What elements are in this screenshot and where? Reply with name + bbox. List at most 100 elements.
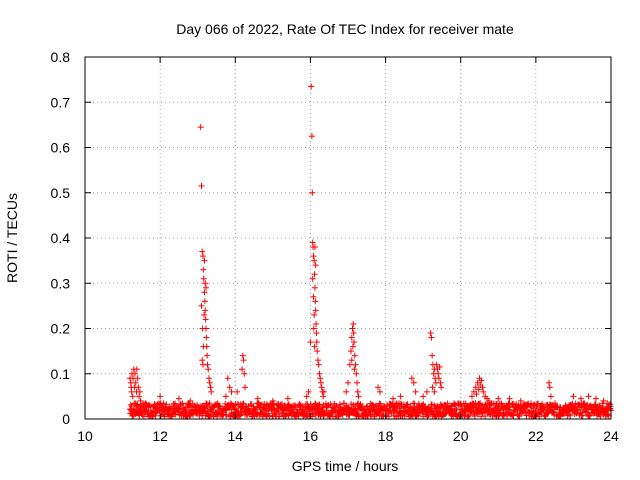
data-point — [136, 388, 143, 395]
x-tick-label: 10 — [77, 428, 93, 444]
y-axis-label: ROTI / TECUs — [4, 193, 20, 283]
data-point — [200, 275, 207, 282]
data-point — [134, 375, 141, 382]
data-points — [127, 83, 614, 420]
data-point — [311, 257, 318, 264]
data-point — [202, 284, 209, 291]
data-point — [420, 393, 427, 400]
data-point — [179, 400, 186, 407]
x-tick-label: 12 — [152, 428, 168, 444]
data-point — [353, 370, 360, 377]
data-point — [351, 366, 358, 373]
data-point — [202, 307, 209, 314]
data-point — [226, 384, 233, 391]
data-point — [345, 379, 351, 386]
data-point — [584, 401, 591, 408]
data-point — [315, 361, 322, 368]
data-point — [202, 280, 209, 287]
data-point — [175, 395, 182, 402]
data-point — [197, 124, 204, 131]
data-point — [376, 388, 383, 395]
data-point — [585, 393, 592, 400]
data-point — [240, 357, 247, 364]
data-point — [485, 397, 492, 404]
data-point — [312, 298, 319, 305]
data-point — [474, 411, 481, 418]
data-point — [531, 412, 538, 419]
data-point — [207, 384, 214, 391]
data-point — [313, 339, 320, 346]
data-point — [570, 393, 577, 400]
data-point — [129, 393, 136, 400]
data-point — [200, 266, 207, 273]
data-point — [310, 253, 317, 260]
y-tick-label: 0.6 — [51, 140, 71, 156]
data-point — [472, 384, 479, 391]
data-point — [317, 375, 324, 382]
data-point — [312, 307, 319, 314]
data-point — [157, 393, 164, 400]
x-axis-label: GPS time / hours — [292, 458, 399, 474]
data-point — [468, 393, 475, 400]
data-point — [354, 379, 361, 386]
data-point — [203, 334, 210, 341]
data-point — [308, 83, 315, 90]
x-tick-label: 18 — [378, 428, 394, 444]
data-point — [309, 275, 316, 282]
data-point — [269, 397, 276, 404]
data-point — [375, 384, 382, 391]
data-point — [201, 298, 208, 305]
data-point — [437, 379, 444, 386]
data-point — [320, 388, 327, 395]
data-point — [136, 393, 143, 400]
data-point — [428, 334, 435, 341]
data-point — [326, 410, 333, 417]
data-point — [397, 393, 404, 400]
data-point — [348, 357, 355, 364]
y-tick-label: 0.3 — [51, 275, 71, 291]
y-tick-label: 0.4 — [51, 230, 71, 246]
data-point — [223, 412, 230, 419]
data-point — [567, 412, 574, 419]
data-point — [172, 400, 179, 407]
data-point — [303, 393, 310, 400]
data-point — [308, 133, 315, 140]
data-point — [311, 343, 318, 350]
data-point — [311, 284, 318, 291]
data-point — [199, 253, 206, 260]
data-point — [350, 330, 357, 337]
data-point — [242, 384, 249, 391]
data-point — [506, 395, 513, 402]
data-point — [478, 377, 485, 384]
x-tick-label: 14 — [227, 428, 243, 444]
data-point — [200, 343, 207, 350]
data-point — [320, 401, 327, 408]
data-point — [367, 412, 374, 419]
data-point — [546, 379, 553, 386]
data-point — [216, 403, 223, 410]
data-point — [324, 403, 331, 410]
data-point — [214, 410, 221, 417]
data-point — [352, 361, 359, 368]
data-point — [475, 386, 482, 393]
data-point — [557, 404, 564, 411]
data-point — [352, 406, 359, 413]
data-point — [228, 388, 235, 395]
data-point — [312, 262, 319, 269]
data-point — [600, 397, 607, 404]
data-point — [571, 404, 578, 411]
data-point — [546, 384, 553, 391]
data-point — [433, 361, 440, 368]
data-point — [187, 397, 194, 404]
data-point — [205, 366, 212, 373]
data-point — [147, 402, 154, 409]
y-tick-label: 0.2 — [51, 321, 71, 337]
data-point — [254, 395, 261, 402]
data-point — [201, 289, 208, 296]
data-point — [495, 395, 502, 402]
data-point — [349, 343, 356, 350]
data-point — [449, 409, 456, 416]
data-point — [222, 393, 229, 400]
y-tick-label: 0.7 — [51, 94, 71, 110]
y-tick-label: 0 — [62, 411, 70, 427]
